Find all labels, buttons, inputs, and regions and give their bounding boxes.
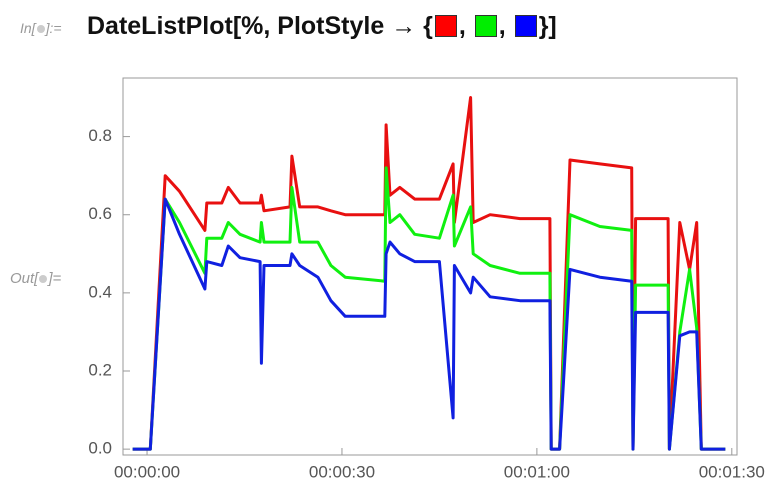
cell-icon (39, 275, 48, 283)
code-text: }] (538, 12, 557, 40)
y-tick-label: 0.4 (88, 282, 112, 301)
series-line (132, 166, 726, 451)
x-tick-label: 00:00:00 (114, 462, 180, 481)
code-text: , (498, 12, 506, 40)
plot-frame (122, 77, 738, 456)
series-line (132, 197, 726, 451)
color-swatch[interactable] (474, 15, 497, 37)
color-swatch[interactable] (514, 15, 537, 37)
code-text: , (458, 12, 466, 40)
x-tick-label: 00:01:30 (699, 462, 765, 481)
series-line (132, 96, 726, 451)
y-tick-label: 0.8 (88, 126, 112, 145)
x-tick-label: 00:01:00 (504, 462, 570, 481)
output-label-close: ]= (48, 270, 62, 287)
y-tick-label: 0.6 (88, 204, 112, 223)
code-text: DateListPlot[%, PlotStyle → { (87, 12, 433, 40)
cell-icon (36, 25, 45, 33)
input-label-open: In[ (20, 20, 36, 36)
output-label: Out[ ]= (10, 270, 61, 287)
input-label: In[ ]:= (20, 20, 62, 36)
y-tick-label: 0.2 (88, 360, 112, 379)
input-code[interactable]: DateListPlot[%, PlotStyle → {, , }] (87, 12, 557, 41)
x-tick-label: 00:00:30 (309, 462, 375, 481)
output-label-open: Out[ (10, 270, 39, 287)
y-tick-label: 0.0 (88, 439, 112, 458)
input-label-close: ]:= (45, 20, 62, 36)
color-swatch[interactable] (434, 15, 457, 37)
